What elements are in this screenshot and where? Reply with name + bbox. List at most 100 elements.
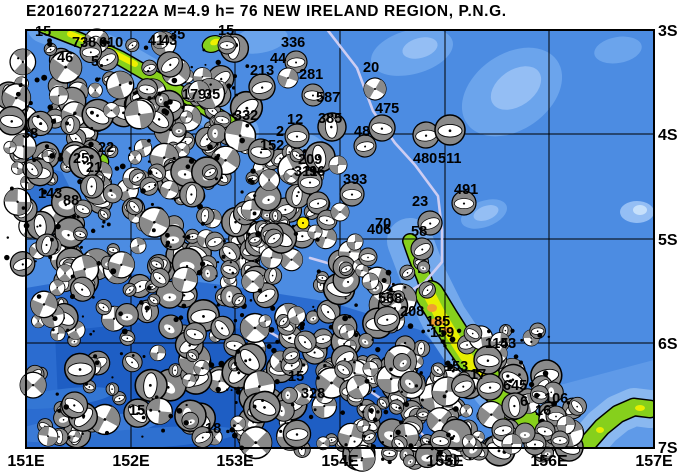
tiny-event-marker [547, 335, 551, 339]
beachball [291, 383, 314, 406]
depth-label: 610 [99, 35, 123, 51]
tiny-event-marker [41, 189, 47, 195]
tiny-event-marker [55, 223, 61, 230]
beachball [168, 363, 183, 378]
beachball [150, 268, 170, 288]
beachball [338, 261, 354, 276]
lon-tick-label: 152E [112, 453, 150, 470]
tiny-event-marker [340, 410, 345, 415]
tiny-event-marker [94, 77, 100, 82]
beachball [529, 322, 546, 340]
depth-label: 480 [413, 151, 437, 167]
bathymetry-patch [490, 66, 542, 110]
tiny-event-marker [146, 69, 150, 73]
beachball [399, 370, 423, 394]
tiny-event-marker [173, 199, 176, 202]
tiny-event-marker [381, 457, 385, 461]
beachball [103, 102, 120, 119]
tiny-event-marker [253, 194, 257, 198]
tiny-event-marker [128, 154, 131, 157]
beachball [346, 233, 364, 251]
tiny-event-marker [255, 259, 259, 264]
lat-tick-label: 7S [658, 440, 678, 457]
tiny-event-marker [387, 459, 392, 465]
tiny-event-marker [447, 363, 454, 370]
beachball [102, 183, 123, 204]
beachball [124, 99, 155, 130]
depth-label: 152 [260, 138, 284, 154]
beachball [224, 119, 257, 152]
tiny-event-marker [207, 144, 213, 151]
tiny-event-marker [185, 234, 191, 240]
axis-labels: 151E 152E 153E 154E 155E 156E 157E 3S 4S 5S 6S 7S [7, 23, 678, 470]
tiny-event-marker [371, 338, 374, 342]
beachball [3, 140, 17, 155]
tiny-event-marker [229, 427, 235, 433]
beachball [127, 150, 143, 165]
tiny-event-marker [202, 48, 206, 52]
tiny-event-marker [288, 337, 291, 340]
tiny-event-marker [403, 286, 407, 289]
beachball [231, 293, 247, 308]
tiny-event-marker [233, 318, 238, 323]
tiny-event-marker [190, 65, 194, 69]
beachball [3, 187, 32, 216]
tiny-event-marker [140, 188, 146, 194]
tiny-event-marker [141, 435, 144, 438]
tiny-event-marker [308, 414, 314, 420]
tiny-event-marker [161, 428, 165, 433]
beachball [122, 351, 143, 373]
beachball [188, 80, 210, 103]
depth-label: 96 [309, 164, 325, 180]
beachball [49, 279, 66, 296]
depth-label: 336 [281, 35, 305, 51]
tiny-event-marker [99, 64, 104, 68]
tiny-event-marker [398, 420, 403, 425]
tiny-event-marker [77, 179, 83, 185]
depth-label: 23 [412, 194, 428, 210]
tiny-event-marker [48, 255, 53, 260]
lihir-peak [210, 38, 220, 46]
tiny-event-marker [451, 358, 455, 361]
beachball [179, 110, 193, 124]
tiny-event-marker [313, 309, 316, 312]
tiny-event-marker [408, 443, 414, 449]
beachball [461, 434, 477, 449]
tiny-event-marker [121, 328, 128, 335]
tiny-event-marker [128, 146, 132, 150]
tiny-event-marker [436, 459, 439, 462]
tiny-event-marker [185, 403, 188, 407]
depth-label: 25 [73, 151, 89, 167]
depth-label: 15 [129, 403, 145, 419]
tiny-event-marker [216, 260, 220, 264]
beachball [204, 231, 225, 252]
beachball [141, 59, 158, 76]
beachball [348, 444, 376, 472]
beachball [258, 314, 272, 328]
tiny-event-marker [28, 101, 33, 106]
tiny-event-marker [215, 142, 219, 146]
beachball [307, 224, 323, 240]
map-frame [25, 29, 655, 449]
tiny-event-marker [50, 237, 54, 242]
tiny-event-marker [520, 338, 524, 342]
tiny-event-marker [164, 232, 170, 238]
tiny-event-marker [530, 340, 533, 343]
beachball [285, 183, 311, 209]
tiny-event-marker [218, 360, 225, 367]
tiny-event-marker [164, 109, 170, 115]
tiny-event-marker [169, 245, 172, 249]
tiny-event-marker [154, 395, 159, 399]
tiny-event-marker [315, 237, 320, 242]
tiny-event-marker [239, 313, 245, 318]
tiny-event-marker [9, 186, 14, 191]
tiny-event-marker [261, 399, 265, 403]
depth-label: 106 [544, 391, 568, 407]
tiny-event-marker [79, 245, 83, 249]
tiny-event-marker [344, 297, 347, 300]
tiny-event-marker [215, 274, 218, 278]
depth-label: 16 [535, 403, 551, 419]
beachball [147, 293, 161, 307]
tiny-event-marker [442, 394, 447, 399]
